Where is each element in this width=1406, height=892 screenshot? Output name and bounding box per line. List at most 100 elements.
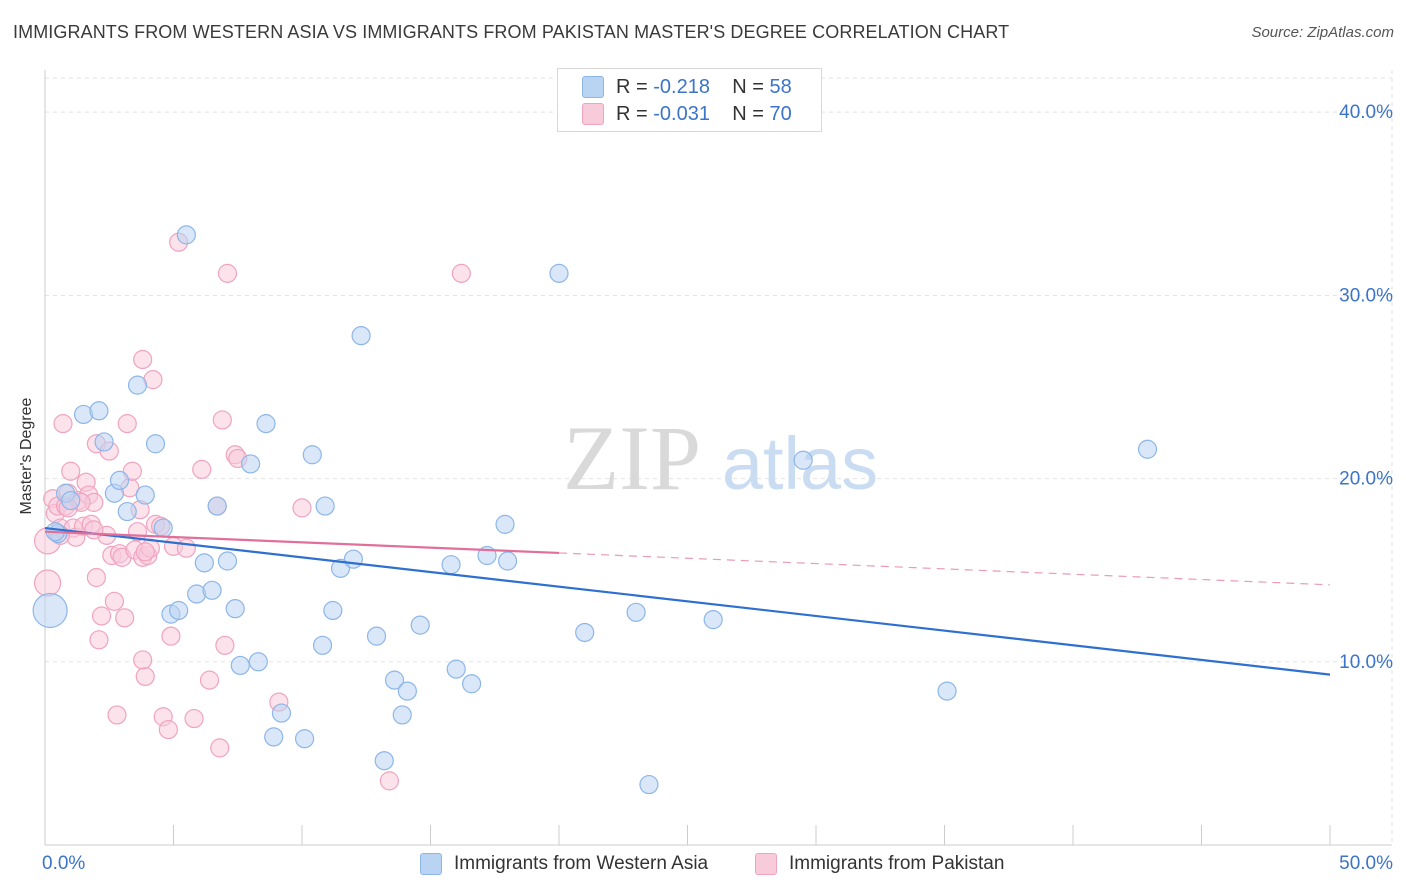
point-western-asia xyxy=(441,555,461,575)
point-pakistan xyxy=(215,635,235,655)
point-western-asia xyxy=(241,454,261,474)
point-western-asia xyxy=(32,592,68,629)
point-western-asia xyxy=(575,622,595,643)
point-pakistan xyxy=(115,608,135,628)
legend-r-label: R = xyxy=(616,102,654,125)
point-pakistan xyxy=(84,520,104,540)
bottom-legend-label: Immigrants from Pakistan xyxy=(789,853,1005,874)
trend-line-western-asia xyxy=(44,526,1331,676)
point-pakistan xyxy=(107,705,127,725)
point-pakistan xyxy=(158,719,178,740)
point-western-asia xyxy=(315,496,335,516)
y-tick-label: 40.0% xyxy=(1339,102,1393,123)
point-pakistan xyxy=(210,738,230,758)
point-western-asia xyxy=(89,401,109,421)
point-western-asia xyxy=(145,434,166,454)
point-western-asia xyxy=(264,727,284,747)
source-credit: Source: ZipAtlas.com xyxy=(1251,24,1394,41)
point-western-asia xyxy=(351,326,371,346)
point-pakistan xyxy=(86,567,107,588)
point-pakistan xyxy=(133,349,153,370)
watermark-zip: ZIP xyxy=(563,407,701,509)
point-pakistan xyxy=(176,538,196,558)
y-tick-label: 30.0% xyxy=(1339,285,1393,306)
point-western-asia xyxy=(217,551,238,571)
bottom-legend-western-asia: Immigrants from Western Asia xyxy=(420,851,708,877)
zipatlas-watermark: ZIP atlas xyxy=(563,407,878,509)
point-pakistan xyxy=(379,771,399,791)
legend-n-label: N = xyxy=(732,102,770,125)
point-pakistan xyxy=(161,626,181,646)
legend-n-label: N = xyxy=(732,75,770,98)
point-western-asia xyxy=(397,681,417,701)
point-pakistan xyxy=(135,542,155,562)
bottom-swatch-pakistan xyxy=(755,853,777,875)
axes xyxy=(44,70,1392,846)
point-pakistan xyxy=(89,630,109,650)
x-tick-label-end: 50.0% xyxy=(1339,853,1393,874)
chart-title: IMMIGRANTS FROM WESTERN ASIA VS IMMIGRAN… xyxy=(13,22,1010,42)
point-western-asia xyxy=(462,674,482,694)
point-western-asia xyxy=(153,518,173,538)
point-pakistan xyxy=(451,263,471,283)
point-western-asia xyxy=(312,635,333,655)
point-pakistan xyxy=(199,670,220,690)
point-western-asia xyxy=(366,626,387,646)
point-western-asia xyxy=(323,600,343,621)
point-western-asia xyxy=(194,553,214,573)
point-western-asia xyxy=(498,551,518,571)
point-pakistan xyxy=(33,569,62,597)
point-western-asia xyxy=(271,703,292,723)
trend-line-pakistan-solid xyxy=(44,530,560,555)
legend-r-label: R = xyxy=(616,75,654,98)
legend-swatch-western-asia xyxy=(582,76,604,98)
point-western-asia xyxy=(225,599,245,619)
point-western-asia xyxy=(639,774,659,795)
data-points xyxy=(32,225,1158,795)
trend-lines xyxy=(44,526,1331,676)
point-western-asia xyxy=(374,751,394,771)
point-pakistan xyxy=(292,498,312,518)
point-western-asia xyxy=(703,610,723,630)
point-western-asia xyxy=(1137,439,1158,459)
point-western-asia xyxy=(495,514,515,534)
point-western-asia xyxy=(294,729,315,749)
point-pakistan xyxy=(53,414,73,434)
point-western-asia xyxy=(202,580,222,600)
point-pakistan xyxy=(135,666,155,687)
point-western-asia xyxy=(207,496,227,516)
bottom-legend-label: Immigrants from Western Asia xyxy=(454,853,709,874)
bottom-swatch-western-asia xyxy=(420,853,442,875)
bottom-legend-pakistan: Immigrants from Pakistan xyxy=(755,851,1004,877)
point-western-asia xyxy=(343,549,363,569)
point-western-asia xyxy=(446,659,466,679)
point-western-asia xyxy=(230,655,250,676)
point-western-asia xyxy=(169,600,189,621)
point-pakistan xyxy=(133,650,153,670)
point-western-asia xyxy=(256,414,276,434)
point-western-asia xyxy=(109,470,130,491)
point-western-asia xyxy=(384,670,405,690)
point-western-asia xyxy=(94,432,114,452)
correlation-legend: R = -0.218 N = 58 R = -0.031 N = 70 xyxy=(557,68,822,132)
point-western-asia xyxy=(392,705,412,725)
point-pakistan xyxy=(212,410,232,430)
y-tick-label: 10.0% xyxy=(1339,652,1393,673)
legend-swatch-pakistan xyxy=(582,103,604,125)
legend-r-value: -0.218 xyxy=(653,75,710,98)
point-western-asia xyxy=(117,501,137,522)
point-pakistan xyxy=(104,591,124,611)
y-tick-label: 20.0% xyxy=(1339,469,1393,490)
tick-labels: 10.0% 20.0% 30.0% 40.0% 0.0% 50.0% xyxy=(42,102,1393,874)
point-western-asia xyxy=(176,225,196,245)
point-pakistan xyxy=(217,263,238,283)
point-western-asia xyxy=(626,602,646,622)
point-western-asia xyxy=(248,652,268,672)
point-pakistan xyxy=(192,459,212,480)
point-western-asia xyxy=(127,375,148,395)
legend-n-value: 70 xyxy=(769,102,792,125)
point-pakistan xyxy=(91,606,112,626)
point-western-asia xyxy=(302,445,322,465)
legend-r-value: -0.031 xyxy=(653,102,710,125)
